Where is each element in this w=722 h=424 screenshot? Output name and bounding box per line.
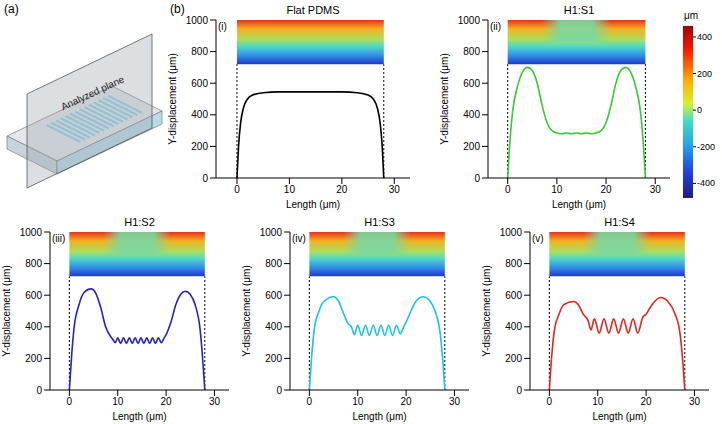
svg-text:400: 400 — [191, 109, 208, 120]
svg-text:30: 30 — [449, 396, 461, 407]
svg-text:-400: -400 — [697, 178, 715, 188]
svg-text:200: 200 — [697, 69, 712, 79]
svg-text:μm: μm — [684, 10, 698, 21]
svg-text:0: 0 — [202, 173, 208, 184]
svg-text:Length (μm): Length (μm) — [592, 411, 646, 422]
svg-text:30: 30 — [389, 184, 401, 195]
svg-text:0: 0 — [697, 105, 702, 115]
svg-text:0: 0 — [516, 385, 522, 396]
svg-text:400: 400 — [25, 321, 42, 332]
svg-text:200: 200 — [265, 353, 282, 364]
svg-text:20: 20 — [336, 184, 348, 195]
svg-text:20: 20 — [161, 396, 173, 407]
svg-text:Y-displacement (μm): Y-displacement (μm) — [2, 265, 12, 357]
html-text:H1:S4: H1:S4 — [604, 216, 635, 228]
svg-text:600: 600 — [463, 78, 480, 89]
svg-text:200: 200 — [463, 141, 480, 152]
svg-text:0: 0 — [505, 184, 511, 195]
html-text:(ii): (ii) — [490, 21, 502, 32]
svg-text:Y-displacement (μm): Y-displacement (μm) — [168, 53, 178, 145]
svg-text:400: 400 — [265, 321, 282, 332]
svg-text:30: 30 — [209, 396, 221, 407]
svg-text:200: 200 — [191, 141, 208, 152]
html-text:H1:S1: H1:S1 — [563, 4, 595, 16]
svg-text:800: 800 — [265, 258, 282, 269]
svg-text:400: 400 — [505, 321, 522, 332]
svg-text:1000: 1000 — [260, 227, 283, 238]
svg-text:10: 10 — [592, 396, 604, 407]
svg-text:1000: 1000 — [186, 15, 209, 26]
html-text:Flat PDMS: Flat PDMS — [286, 4, 340, 16]
svg-text:10: 10 — [551, 184, 563, 195]
svg-text:800: 800 — [505, 258, 522, 269]
svg-text:600: 600 — [265, 290, 282, 301]
html-text:H1:S2: H1:S2 — [124, 216, 155, 228]
svg-text:1000: 1000 — [500, 227, 523, 238]
svg-text:200: 200 — [505, 353, 522, 364]
svg-text:20: 20 — [641, 396, 653, 407]
svg-text:800: 800 — [463, 46, 480, 57]
svg-text:600: 600 — [191, 78, 208, 89]
svg-text:0: 0 — [36, 385, 42, 396]
svg-text:0: 0 — [234, 184, 240, 195]
svg-text:800: 800 — [25, 258, 42, 269]
svg-text:20: 20 — [401, 396, 413, 407]
svg-text:Length (μm): Length (μm) — [286, 199, 340, 210]
svg-text:1000: 1000 — [458, 15, 481, 26]
svg-text:10: 10 — [352, 396, 364, 407]
svg-text:Length (μm): Length (μm) — [552, 199, 606, 210]
svg-text:Length (μm): Length (μm) — [352, 411, 406, 422]
html-text:(a): (a) — [4, 2, 19, 16]
svg-text:Y-displacement (μm): Y-displacement (μm) — [440, 53, 450, 145]
svg-text:600: 600 — [505, 290, 522, 301]
svg-text:-200: -200 — [697, 142, 715, 152]
svg-text:10: 10 — [112, 396, 124, 407]
svg-text:Length (μm): Length (μm) — [112, 411, 166, 422]
svg-text:30: 30 — [689, 396, 701, 407]
svg-text:600: 600 — [25, 290, 42, 301]
svg-text:Analyzed plane: Analyzed plane — [59, 73, 126, 112]
html-text:(v): (v) — [532, 233, 544, 244]
svg-text:1000: 1000 — [20, 227, 43, 238]
svg-text:0: 0 — [67, 396, 73, 407]
svg-text:400: 400 — [697, 32, 712, 42]
html-text:H1:S3: H1:S3 — [364, 216, 395, 228]
svg-text:10: 10 — [284, 184, 296, 195]
svg-text:400: 400 — [463, 109, 480, 120]
svg-text:Y-displacement (μm): Y-displacement (μm) — [242, 265, 252, 357]
html-text:(b): (b) — [170, 2, 185, 16]
html-text:(iv): (iv) — [292, 233, 306, 244]
svg-text:800: 800 — [191, 46, 208, 57]
svg-text:0: 0 — [307, 396, 313, 407]
svg-text:20: 20 — [600, 184, 612, 195]
svg-text:30: 30 — [650, 184, 662, 195]
svg-text:200: 200 — [25, 353, 42, 364]
svg-text:0: 0 — [276, 385, 282, 396]
svg-text:0: 0 — [474, 173, 480, 184]
html-text:(i): (i) — [218, 21, 227, 32]
svg-text:0: 0 — [547, 396, 553, 407]
svg-text:Y-displacement (μm): Y-displacement (μm) — [482, 265, 492, 357]
html-text:(iii): (iii) — [52, 233, 66, 244]
